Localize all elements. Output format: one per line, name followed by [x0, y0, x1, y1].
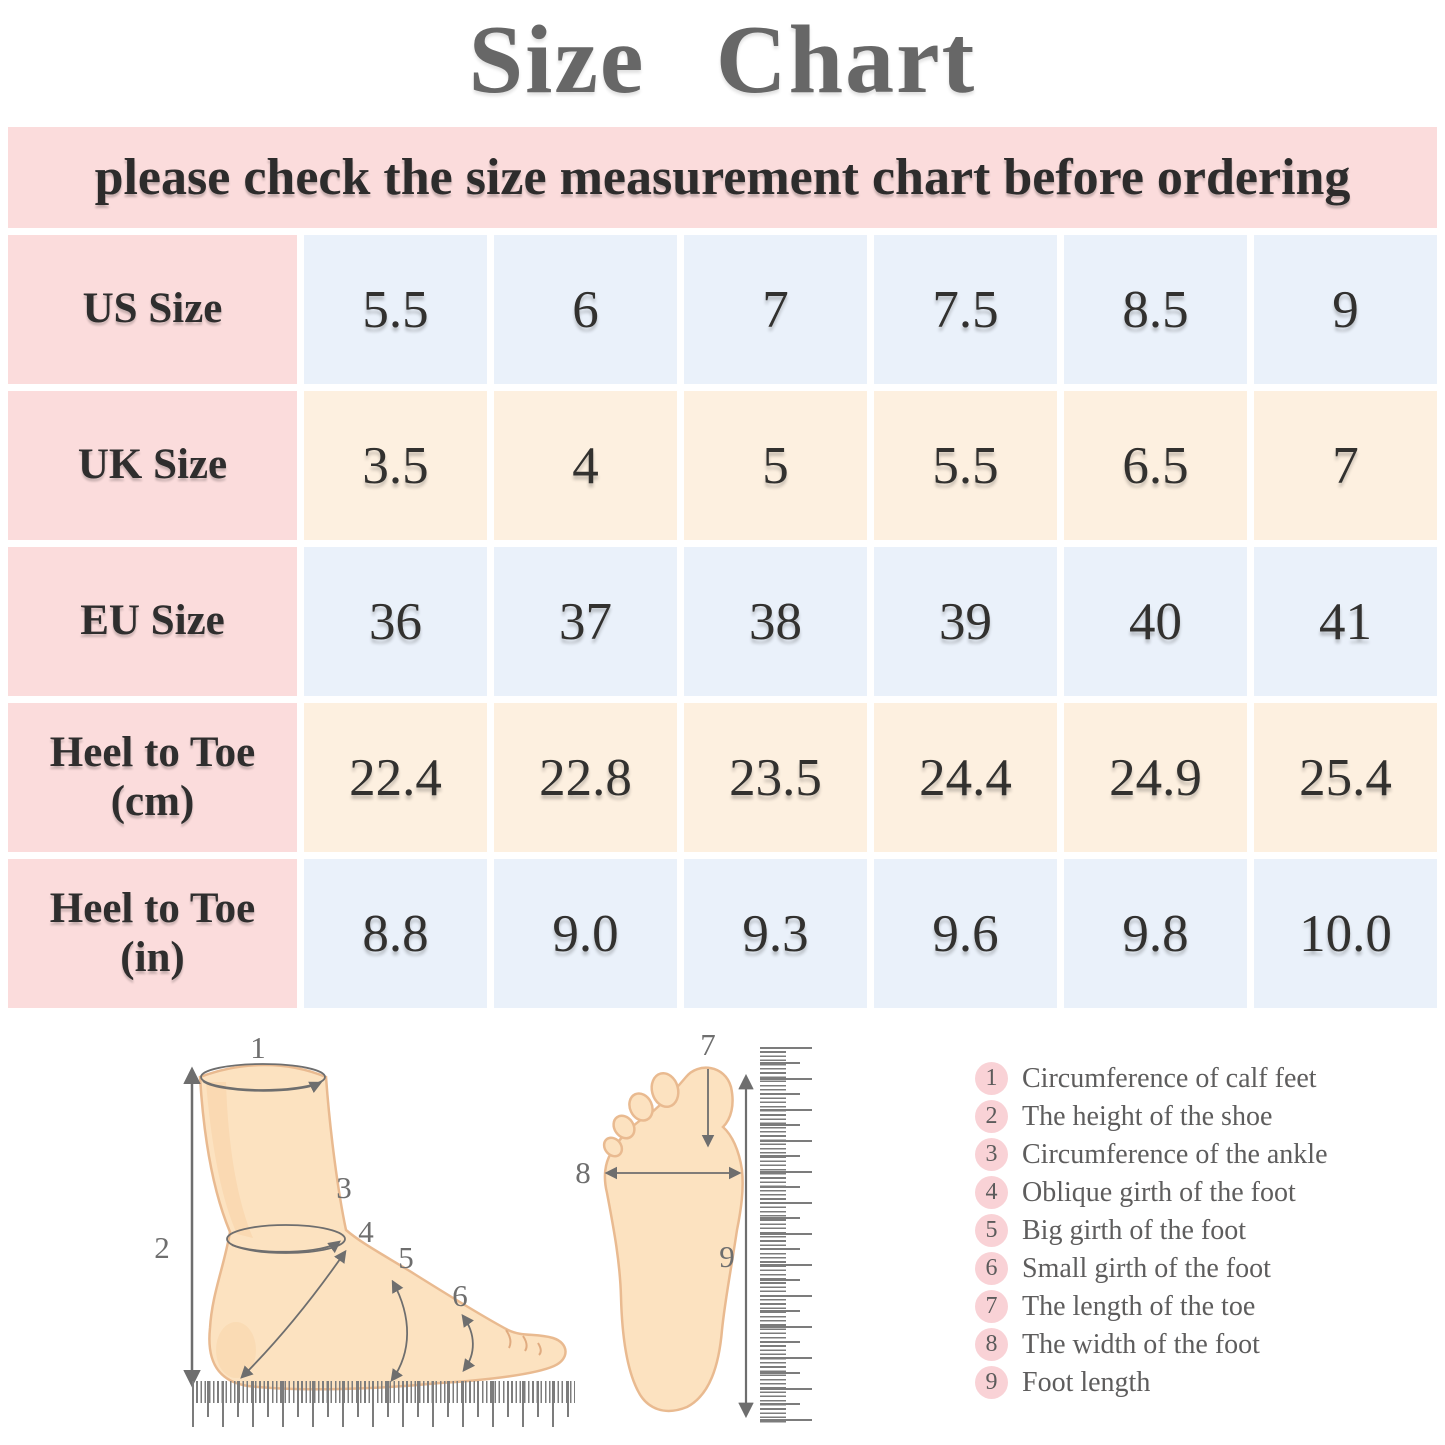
legend-number-badge: 3: [975, 1138, 1008, 1171]
legend-item: 2 The height of the shoe: [975, 1100, 1328, 1133]
table-cell: 9.8: [1064, 859, 1247, 1008]
row-header-uk-size: UK Size: [8, 391, 297, 540]
legend-item: 7 The length of the toe: [975, 1290, 1328, 1323]
marker-6: 6: [452, 1278, 468, 1313]
row-header-heel-to-toe-in: Heel to Toe (in): [8, 859, 297, 1008]
notice-banner: please check the size measurement chart …: [8, 127, 1437, 228]
foot-sole-illustration: [603, 1066, 744, 1413]
table-cell: 24.4: [874, 703, 1057, 852]
table-cell: 5.5: [304, 235, 487, 384]
vertical-ruler: [760, 1047, 812, 1424]
row-header-heel-to-toe-cm: Heel to Toe (cm): [8, 703, 297, 852]
legend-item-label: The height of the shoe: [1022, 1100, 1273, 1132]
table-cell: 7: [1254, 391, 1437, 540]
leg-shading: [206, 1082, 253, 1238]
table-cell: 4: [494, 391, 677, 540]
table-cell: 22.4: [304, 703, 487, 852]
toe-4: [612, 1114, 636, 1140]
table-cell: 9.3: [684, 859, 867, 1008]
table-cell: 41: [1254, 547, 1437, 696]
legend-number-badge: 1: [975, 1062, 1008, 1095]
table-cell: 22.8: [494, 703, 677, 852]
marker-5: 5: [398, 1240, 414, 1275]
table-cell: 25.4: [1254, 703, 1437, 852]
legend-number-badge: 9: [975, 1366, 1008, 1399]
legend-item-label: The length of the toe: [1022, 1290, 1256, 1322]
measurement-legend: 1 Circumference of calf feet 2 The heigh…: [975, 1062, 1328, 1404]
foot-side-diagram: 1 2 3 4 5 6: [154, 1032, 567, 1391]
legend-item: 5 Big girth of the foot: [975, 1214, 1328, 1247]
legend-item-label: Small girth of the foot: [1022, 1252, 1271, 1284]
legend-item-label: Big girth of the foot: [1022, 1214, 1246, 1246]
legend-item-label: Circumference of the ankle: [1022, 1138, 1328, 1170]
size-table: US Size 5.5 6 7 7.5 8.5 9 UK Size 3.5 4 …: [8, 235, 1437, 1008]
table-cell: 7: [684, 235, 867, 384]
table-cell: 3.5: [304, 391, 487, 540]
table-cell: 9.0: [494, 859, 677, 1008]
legend-item-label: The width of the foot: [1022, 1328, 1260, 1360]
legend-item-label: Oblique girth of the foot: [1022, 1176, 1296, 1208]
marker-2: 2: [154, 1230, 170, 1265]
toe-3: [628, 1092, 654, 1122]
table-cell: 5: [684, 391, 867, 540]
table-cell: 10.0: [1254, 859, 1437, 1008]
marker-8: 8: [575, 1155, 591, 1190]
table-cell: 39: [874, 547, 1057, 696]
legend-item: 3 Circumference of the ankle: [975, 1138, 1328, 1171]
marker-9: 9: [719, 1239, 735, 1274]
calf-circumference-arrow: [202, 1080, 323, 1094]
table-cell: 38: [684, 547, 867, 696]
legend-item: 9 Foot length: [975, 1366, 1328, 1399]
page-title: Size Chart: [468, 6, 977, 114]
legend-item-label: Foot length: [1022, 1366, 1151, 1398]
table-cell: 6.5: [1064, 391, 1247, 540]
legend-item: 4 Oblique girth of the foot: [975, 1176, 1328, 1209]
table-cell: 5.5: [874, 391, 1057, 540]
row-header-eu-size: EU Size: [8, 547, 297, 696]
marker-3: 3: [336, 1170, 352, 1205]
notice-banner-text: please check the size measurement chart …: [94, 149, 1351, 206]
table-cell: 7.5: [874, 235, 1057, 384]
toe-lines: [505, 1329, 542, 1356]
table-cell: 40: [1064, 547, 1247, 696]
legend-item: 1 Circumference of calf feet: [975, 1062, 1328, 1095]
table-cell: 9: [1254, 235, 1437, 384]
legend-number-badge: 5: [975, 1214, 1008, 1247]
horizontal-ruler: [192, 1381, 575, 1427]
table-cell: 9.6: [874, 859, 1057, 1008]
legend-item-label: Circumference of calf feet: [1022, 1062, 1317, 1094]
marker-1: 1: [250, 1032, 266, 1065]
table-cell: 36: [304, 547, 487, 696]
table-cell: 8.5: [1064, 235, 1247, 384]
legend-item: 8 The width of the foot: [975, 1328, 1328, 1361]
toe-2: [650, 1071, 680, 1109]
legend-number-badge: 8: [975, 1328, 1008, 1361]
oblique-girth-arc: [240, 1249, 347, 1379]
toe-5: [602, 1136, 624, 1158]
table-cell: 37: [494, 547, 677, 696]
marker-7: 7: [700, 1035, 716, 1062]
legend-number-badge: 7: [975, 1290, 1008, 1323]
table-cell: 8.8: [304, 859, 487, 1008]
legend-item: 6 Small girth of the foot: [975, 1252, 1328, 1285]
row-header-us-size: US Size: [8, 235, 297, 384]
legend-number-badge: 6: [975, 1252, 1008, 1285]
foot-sole-diagram: 7 8 9: [575, 1035, 754, 1419]
table-cell: 23.5: [684, 703, 867, 852]
small-girth-arc: [461, 1313, 476, 1373]
marker-4: 4: [358, 1214, 374, 1249]
legend-number-badge: 4: [975, 1176, 1008, 1209]
table-cell: 24.9: [1064, 703, 1247, 852]
table-cell: 6: [494, 235, 677, 384]
legend-number-badge: 2: [975, 1100, 1008, 1133]
big-girth-arc: [390, 1279, 408, 1383]
